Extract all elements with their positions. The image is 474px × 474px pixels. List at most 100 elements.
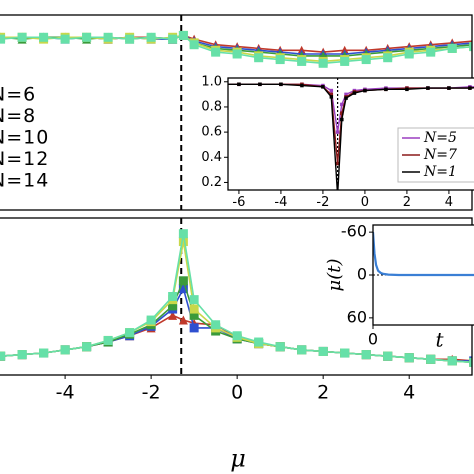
x-tick-label: -2 xyxy=(316,195,329,210)
marker xyxy=(17,32,27,42)
series-line xyxy=(228,83,474,190)
legend-label: N=14 xyxy=(0,170,49,192)
marker xyxy=(82,342,92,352)
y-tick-label: 0.8 xyxy=(201,99,222,114)
x-tick-label: 2 xyxy=(403,195,411,210)
y-tick-label: 0 xyxy=(357,265,367,284)
marker xyxy=(189,40,199,50)
marker xyxy=(146,315,156,325)
marker xyxy=(232,331,242,341)
marker xyxy=(189,323,199,333)
x-axis-label: t xyxy=(435,328,444,352)
marker xyxy=(469,42,472,52)
marker xyxy=(340,102,344,107)
series-line xyxy=(373,232,474,277)
y-tick-label: 0.4 xyxy=(201,150,222,165)
marker xyxy=(168,301,178,311)
marker xyxy=(178,284,188,294)
marker xyxy=(426,354,436,364)
legend-label: N=8 xyxy=(0,105,36,127)
marker xyxy=(254,337,264,347)
marker xyxy=(39,32,49,42)
marker xyxy=(335,161,340,166)
marker xyxy=(237,82,241,87)
x-axis-label: μ xyxy=(230,445,246,473)
marker xyxy=(344,92,348,97)
y-tick-label: 0.2 xyxy=(201,175,222,190)
marker xyxy=(168,310,178,320)
marker xyxy=(335,130,340,134)
marker xyxy=(344,96,348,100)
marker xyxy=(125,328,135,338)
marker xyxy=(297,56,307,66)
marker xyxy=(352,91,357,95)
marker xyxy=(361,55,371,65)
marker xyxy=(275,55,285,65)
marker xyxy=(361,350,371,360)
marker xyxy=(426,47,436,57)
marker xyxy=(0,34,6,44)
marker xyxy=(329,88,334,93)
plot-area xyxy=(0,218,472,375)
legend-label: N=10 xyxy=(0,127,49,149)
marker xyxy=(232,49,242,59)
marker xyxy=(189,304,199,314)
legend-label: N=5 xyxy=(423,130,457,146)
y-axis-label: μ(t) xyxy=(324,259,345,292)
marker xyxy=(60,34,70,44)
marker xyxy=(329,95,334,99)
legend-label: N=1 xyxy=(423,164,457,180)
x-tick-label: 2 xyxy=(317,382,329,404)
marker xyxy=(258,82,262,87)
legend-label: N=12 xyxy=(0,148,49,170)
marker xyxy=(211,47,221,57)
marker xyxy=(404,49,414,59)
marker xyxy=(297,345,307,355)
marker xyxy=(363,88,367,93)
x-tick-label: -6 xyxy=(232,195,245,210)
plot-area xyxy=(228,78,474,190)
marker xyxy=(384,87,388,92)
y-tick-label: 0.6 xyxy=(201,125,222,140)
marker xyxy=(103,32,113,42)
marker xyxy=(60,345,70,355)
marker xyxy=(211,320,221,330)
marker xyxy=(340,348,350,358)
x-tick-label: 0 xyxy=(231,382,243,404)
marker xyxy=(469,357,472,367)
marker xyxy=(178,276,188,286)
marker xyxy=(404,353,414,363)
marker xyxy=(426,86,430,90)
x-tick-label: -4 xyxy=(56,382,75,404)
y-tick-label: 1.0 xyxy=(201,74,222,89)
axes-frame xyxy=(227,77,474,191)
x-tick-label: 0 xyxy=(368,330,378,349)
marker xyxy=(17,350,27,360)
y-tick-label: -60 xyxy=(341,222,367,241)
marker xyxy=(103,335,113,345)
marker xyxy=(447,43,457,53)
legend-label: N=7 xyxy=(423,147,457,163)
marker xyxy=(254,53,264,63)
marker xyxy=(279,82,283,87)
plot-area xyxy=(0,15,472,210)
marker xyxy=(447,356,457,366)
x-tick-label: 4 xyxy=(403,382,415,404)
marker xyxy=(318,346,328,356)
marker xyxy=(168,34,178,44)
marker xyxy=(178,30,188,40)
marker xyxy=(318,58,328,68)
marker xyxy=(178,315,188,325)
marker xyxy=(125,34,135,44)
marker xyxy=(146,32,156,42)
marker xyxy=(300,83,304,88)
marker xyxy=(383,53,393,63)
y-tick-label: 60 xyxy=(347,307,367,326)
marker xyxy=(178,237,188,247)
marker xyxy=(168,292,178,301)
marker xyxy=(329,92,334,97)
marker xyxy=(275,342,285,352)
marker xyxy=(340,111,344,115)
x-tick-label: 4 xyxy=(445,195,453,210)
x-tick-label: 0 xyxy=(361,195,369,210)
